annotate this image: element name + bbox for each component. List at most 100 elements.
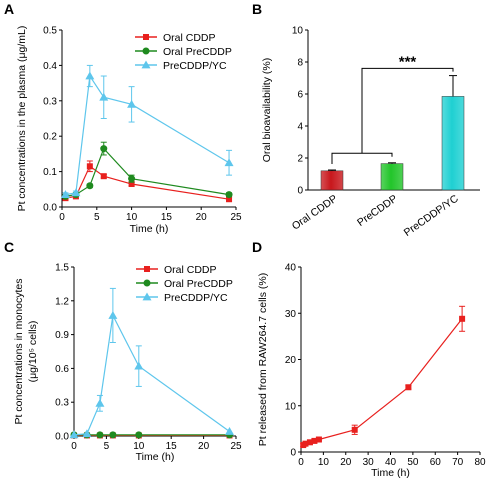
- panel-d-point-series: [351, 426, 358, 433]
- panel-c-point-precddp-yc: [82, 429, 92, 438]
- panel-c-legend-marker-oral-precddp: [143, 279, 151, 287]
- panel-a-legend-label-oral-cddp: Oral CDDP: [163, 32, 216, 44]
- panel-a-x-tick-label: 10: [126, 212, 138, 223]
- panel-letter-b: B: [252, 1, 262, 17]
- panel-d-x-tick-label: 60: [430, 457, 442, 468]
- panel-a-y-tick-label: 0.1: [43, 167, 57, 178]
- panel-a-y-tick-label: 0.4: [43, 61, 57, 72]
- panel-d-y-tick-label: 0: [290, 448, 296, 459]
- panel-letter-c: C: [4, 239, 14, 255]
- panel-c-point-precddp-yc: [69, 430, 79, 439]
- panel-d-x-tick-label: 80: [474, 457, 486, 468]
- panel-d-y-tick-label: 30: [285, 309, 297, 320]
- panel-c-x-axis-title: Time (h): [136, 451, 175, 463]
- panel-a-point-oral-cddp: [100, 173, 107, 180]
- panel-d-x-tick-label: 10: [318, 457, 330, 468]
- panel-a-x-tick-label: 0: [59, 212, 65, 223]
- panel-a-legend-label-precddp-yc: PreCDDP/YC: [163, 60, 227, 72]
- panel-d-x-axis-title: Time (h): [371, 467, 410, 479]
- panel-c-point-oral-precddp: [109, 431, 117, 439]
- panel-d-y-axis-title: Pt released from RAW264.7 cells (%): [257, 273, 269, 447]
- panel-c-legend-marker-oral-cddp: [144, 266, 150, 272]
- panel-d-y-tick-label: 40: [285, 263, 297, 274]
- panel-d-point-series: [306, 439, 313, 446]
- panel-a-x-axis-title: Time (h): [130, 223, 169, 235]
- panel-c-y-axis-title-line1: Pt concentrations in monocytes: [13, 279, 25, 425]
- panel-c-x-tick-label: 0: [71, 441, 77, 452]
- panel-d-y-tick-label: 10: [285, 401, 297, 412]
- panel-a-point-precddp-yc: [85, 71, 95, 80]
- panel-b-y-tick-label: 0: [297, 186, 303, 197]
- panel-b-x-tick-label-precddp: PreCDDP: [355, 193, 400, 229]
- panel-a-point-oral-cddp: [128, 180, 135, 187]
- panel-d-x-tick-label: 0: [298, 457, 304, 468]
- panel-d-point-series: [311, 437, 318, 444]
- panel-a-plasma-chart: 0 5 10 15 20 25 0.0 0.1 0.2 0.3 0.4 0.5 Oral CDDP Ora…: [16, 26, 242, 236]
- panel-a-y-tick-label: 0.5: [43, 26, 57, 37]
- panel-b-bar-precddp: [380, 163, 404, 191]
- panel-d-point-series: [302, 440, 309, 447]
- panel-c-x-tick-label: 5: [104, 441, 110, 452]
- panel-b-y-tick-label: 2: [297, 154, 303, 165]
- panel-c-y-tick-label: 0.6: [55, 364, 69, 375]
- panel-c-x-tick-label: 25: [230, 441, 242, 452]
- panel-a-y-tick-label: 0.3: [43, 96, 57, 107]
- panel-b-y-tick-label: 4: [297, 122, 303, 133]
- panel-d-point-series: [405, 384, 412, 391]
- panel-c-legend-label-oral-precddp: Oral PreCDDP: [164, 278, 233, 290]
- panel-a-point-precddp-yc: [99, 92, 109, 101]
- panel-a-point-precddp-yc: [60, 190, 70, 198]
- panel-c-point-precddp-yc: [134, 361, 144, 370]
- panel-a-legend-marker-oral-precddp: [142, 47, 150, 55]
- panel-d-x-tick-label: 70: [452, 457, 464, 468]
- panel-letter-a: A: [4, 1, 14, 17]
- panel-b-bracket-upper: [361, 67, 454, 154]
- panel-d-x-tick-label: 20: [340, 457, 352, 468]
- panel-c-x-tick-label: 20: [198, 441, 210, 452]
- panel-c-y-tick-label: 1.5: [55, 263, 69, 274]
- panel-c-point-oral-precddp: [135, 431, 143, 439]
- panel-a-line-precddp-yc: [65, 74, 230, 196]
- panel-a-point-oral-precddp: [225, 191, 233, 199]
- panel-d-x-tick-label: 50: [407, 457, 419, 468]
- panel-a-x-tick-label: 5: [94, 212, 100, 223]
- panel-d-point-series: [315, 436, 322, 443]
- panel-a-y-axis-title: Pt concentrations in the plasma (μg/mL): [16, 26, 28, 212]
- panel-c-legend-marker-precddp-yc: [142, 292, 152, 301]
- panel-b-x-tick-label-precddp-yc: PreCDDP/YC: [402, 192, 461, 239]
- panel-b-x-tick-label-oral-cddp: Oral CDDP: [290, 193, 340, 233]
- panel-a-point-oral-precddp: [128, 175, 136, 183]
- panel-letter-d: D: [252, 239, 262, 255]
- panel-d-x-tick-label: 30: [363, 457, 375, 468]
- panel-b-significance-label: ***: [399, 53, 417, 70]
- panel-c-legend-label-precddp-yc: PreCDDP/YC: [164, 292, 228, 304]
- panel-c-monocytes-chart: 0 5 10 15 20 25 0.0 0.3 0.6 0.9 1.2 1.5 Oral CDDP Ora…: [13, 263, 242, 464]
- panel-a-point-precddp-yc: [71, 188, 81, 197]
- panel-a-x-tick-label: 25: [230, 212, 242, 223]
- panel-a-legend-marker-oral-cddp: [143, 34, 149, 40]
- panel-a-y-tick-label: 0.0: [43, 203, 57, 214]
- panel-c-point-oral-precddp: [96, 431, 104, 439]
- panel-c-y-tick-label: 0.3: [55, 398, 69, 409]
- panel-b-y-axis-title: Oral bioavailability (%): [261, 58, 273, 162]
- panel-c-x-tick-label: 15: [166, 441, 178, 452]
- panel-c-y-tick-label: 1.2: [55, 296, 69, 307]
- panel-b-bar-precddp-yc: [441, 96, 465, 191]
- panel-d-point-series: [459, 315, 466, 322]
- panel-b-bioavailability-chart: 0 2 4 6 8 10 Oral CDDP PreCDDP PreCDDP/YC *** Oral…: [261, 26, 480, 239]
- panel-a-point-precddp-yc: [127, 99, 137, 108]
- panel-d-y-tick-label: 20: [285, 355, 297, 366]
- panel-c-legend-label-oral-cddp: Oral CDDP: [164, 264, 217, 276]
- panel-a-legend-marker-precddp-yc: [141, 60, 151, 69]
- panel-c-y-axis-title-line2: (μg/10⁵ cells): [27, 321, 39, 383]
- panel-a-point-oral-precddp: [86, 182, 94, 190]
- panel-a-point-precddp-yc: [224, 158, 234, 167]
- panel-c-x-tick-label: 10: [133, 441, 145, 452]
- panel-b-bracket-lower: [331, 152, 393, 164]
- panel-b-y-tick-label: 10: [292, 26, 304, 37]
- panel-c-line-precddp-yc: [73, 313, 230, 436]
- panel-a-y-tick-label: 0.2: [43, 132, 57, 143]
- panel-a-point-oral-cddp: [86, 163, 93, 170]
- panel-d-x-tick-label: 40: [385, 457, 397, 468]
